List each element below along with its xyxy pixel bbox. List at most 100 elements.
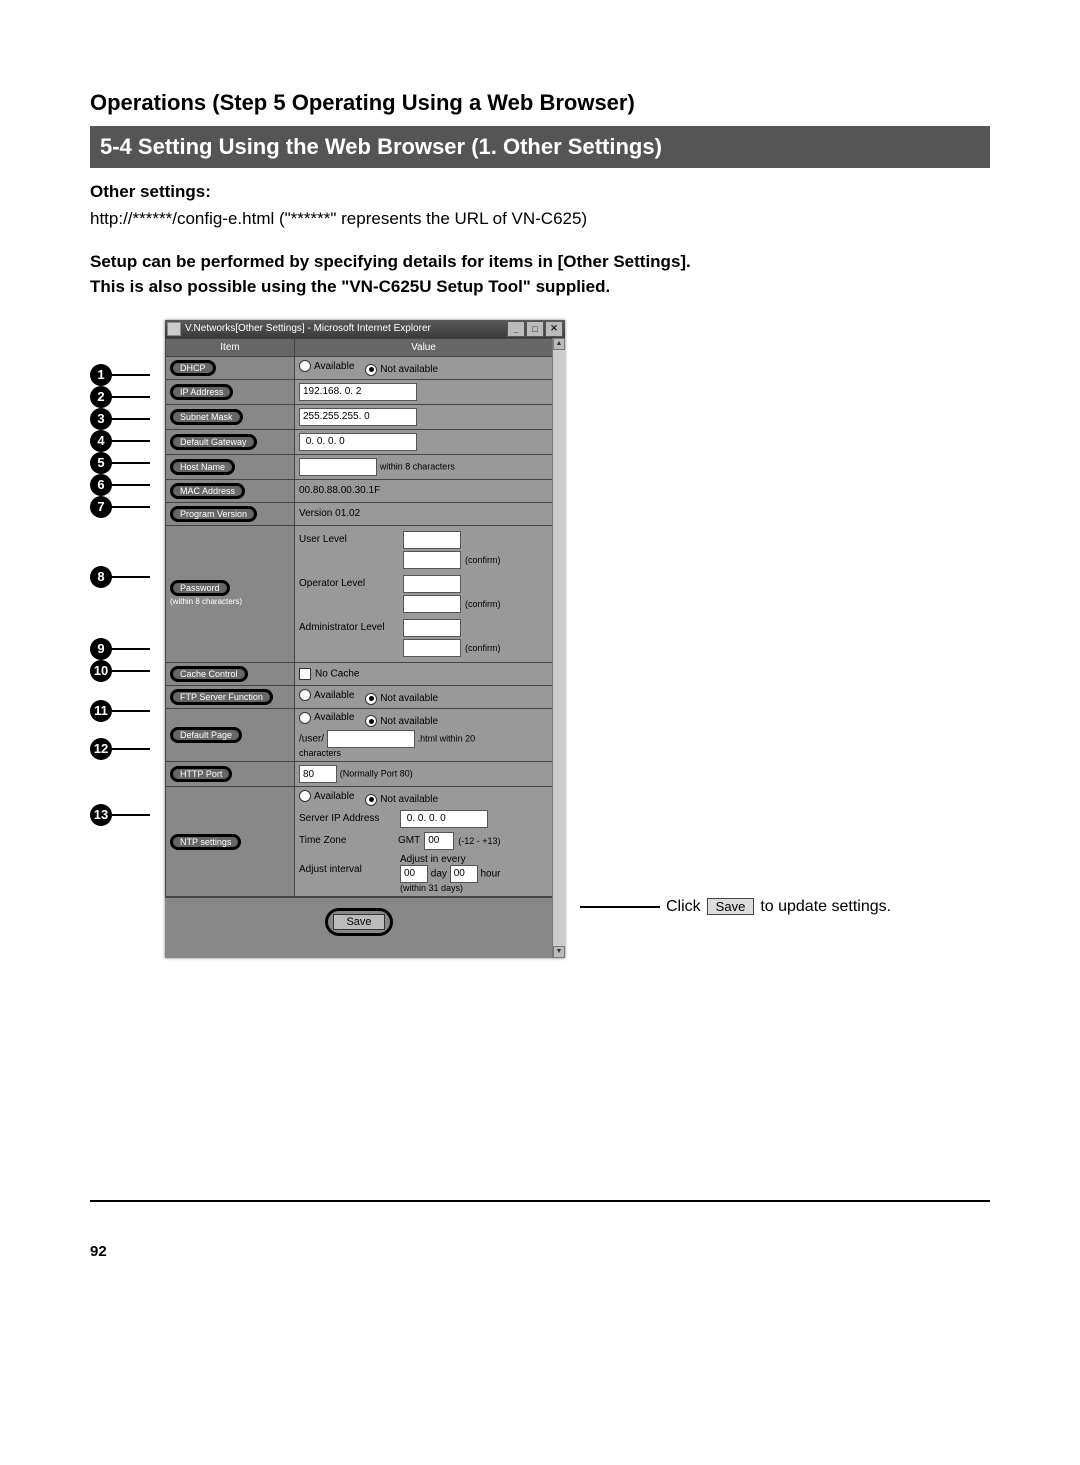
admin-confirm-label: (confirm) — [465, 643, 501, 653]
operator-level-input[interactable] — [403, 575, 461, 593]
url-line: http://******/config-e.html ("******" re… — [90, 208, 990, 231]
save-button-highlight: Save — [325, 908, 392, 936]
th-value: Value — [295, 338, 553, 356]
defp-suffix: .html within 20 — [418, 734, 476, 744]
ntp-gmt-label: GMT — [398, 835, 420, 846]
password-sub: (within 8 characters) — [170, 597, 242, 606]
http-hint: (Normally Port 80) — [340, 769, 413, 779]
note-click: Click — [666, 898, 701, 916]
dhcp-notavailable-radio[interactable]: Not available — [365, 364, 438, 376]
ntp-notavailable-radio[interactable]: Not available — [365, 794, 438, 806]
callout-7: 7 — [90, 496, 112, 518]
ip-input[interactable] — [299, 383, 417, 401]
scrollbar[interactable]: ▲ ▼ — [552, 338, 565, 958]
ntp-hour-input[interactable] — [450, 865, 478, 883]
callout-9: 9 — [90, 638, 112, 660]
label-ftp: FTP Server Function — [170, 689, 273, 705]
other-settings-label: Other settings: — [90, 182, 990, 202]
label-host: Host Name — [170, 459, 235, 475]
label-dhcp: DHCP — [170, 360, 216, 376]
label-password: Password — [170, 580, 230, 596]
callout-5: 5 — [90, 452, 112, 474]
ntp-available-radio[interactable]: Available — [299, 790, 354, 802]
save-area: Save — [165, 897, 553, 958]
ntp-adj-text1: Adjust in every — [400, 854, 500, 865]
label-http: HTTP Port — [170, 766, 232, 782]
close-button[interactable]: ✕ — [545, 321, 563, 337]
defp-input[interactable] — [327, 730, 415, 748]
operator-level-confirm-input[interactable] — [403, 595, 461, 613]
ntp-tz-label: Time Zone — [299, 835, 394, 846]
ntp-within: (within 31 days) — [400, 883, 500, 893]
admin-level-input[interactable] — [403, 619, 461, 637]
host-hint: within 8 characters — [380, 461, 455, 471]
settings-table: Item Value DHCP Available Not available … — [165, 338, 553, 897]
callout-8: 8 — [90, 566, 112, 588]
defp-available-radio[interactable]: Available — [299, 712, 354, 724]
click-note: Click Save to update settings. — [580, 898, 891, 916]
ntp-serverip-label: Server IP Address — [299, 813, 394, 824]
ie-window: V.Networks[Other Settings] - Microsoft I… — [165, 320, 565, 958]
ntp-gmt-range: (-12 - +13) — [458, 836, 500, 846]
callout-2: 2 — [90, 386, 112, 408]
user-level-confirm-input[interactable] — [403, 551, 461, 569]
callout-13: 13 — [90, 804, 112, 826]
label-version: Program Version — [170, 506, 257, 522]
ntp-day-input[interactable] — [400, 865, 428, 883]
callout-4: 4 — [90, 430, 112, 452]
ftp-available-radio[interactable]: Available — [299, 689, 354, 701]
ie-title-text: V.Networks[Other Settings] - Microsoft I… — [185, 323, 507, 334]
callout-10: 10 — [90, 660, 112, 682]
mac-value: 00.80.88.00.30.1F — [299, 485, 380, 496]
ntp-gmt-input[interactable] — [424, 832, 454, 850]
admin-level-confirm-input[interactable] — [403, 639, 461, 657]
user-level-input[interactable] — [403, 531, 461, 549]
subnet-input[interactable] — [299, 408, 417, 426]
operator-confirm-label: (confirm) — [465, 599, 501, 609]
ntp-adj-label: Adjust interval — [299, 854, 394, 875]
maximize-button[interactable]: □ — [526, 321, 544, 337]
row-dhcp-label: DHCP — [166, 356, 295, 379]
scroll-up-icon[interactable]: ▲ — [553, 338, 565, 350]
ie-titlebar: V.Networks[Other Settings] - Microsoft I… — [165, 320, 565, 338]
ftp-notavailable-radio[interactable]: Not available — [365, 693, 438, 705]
ntp-hour-label: hour — [480, 868, 500, 879]
page-number: 92 — [90, 1243, 107, 1260]
row-password-label: Password (within 8 characters) — [166, 525, 295, 662]
scroll-down-icon[interactable]: ▼ — [553, 946, 565, 958]
cache-checkbox[interactable] — [299, 668, 311, 680]
user-level-label: User Level — [299, 534, 399, 545]
label-ip: IP Address — [170, 384, 233, 400]
setup-line-2: This is also possible using the "VN-C625… — [90, 277, 610, 296]
callout-6: 6 — [90, 474, 112, 496]
ntp-day-label: day — [431, 868, 447, 879]
operator-level-label: Operator Level — [299, 578, 399, 589]
callout-1: 1 — [90, 364, 112, 386]
th-item: Item — [166, 338, 295, 356]
minimize-button[interactable]: _ — [507, 321, 525, 337]
save-button[interactable]: Save — [333, 914, 384, 930]
callout-11: 11 — [90, 700, 112, 722]
label-ntp: NTP settings — [170, 834, 241, 850]
defp-characters: characters — [299, 748, 548, 758]
defp-notavailable-radio[interactable]: Not available — [365, 715, 438, 727]
user-confirm-label: (confirm) — [465, 555, 501, 565]
ntp-serverip-input[interactable] — [400, 810, 488, 828]
ie-app-icon — [167, 322, 181, 336]
host-input[interactable] — [299, 458, 377, 476]
label-mac: MAC Address — [170, 483, 245, 499]
label-gateway: Default Gateway — [170, 434, 257, 450]
http-port-input[interactable] — [299, 765, 337, 783]
gateway-input[interactable] — [299, 433, 417, 451]
dhcp-available-radio[interactable]: Available — [299, 360, 354, 372]
setup-paragraph: Setup can be performed by specifying det… — [90, 249, 990, 300]
callout-3: 3 — [90, 408, 112, 430]
setup-line-1: Setup can be performed by specifying det… — [90, 252, 691, 271]
page-heading: Operations (Step 5 Operating Using a Web… — [90, 90, 990, 116]
callout-12: 12 — [90, 738, 112, 760]
defp-prefix: /user/ — [299, 734, 324, 745]
note-rest: to update settings. — [760, 898, 891, 916]
note-save-button: Save — [707, 898, 755, 915]
label-default-page: Default Page — [170, 727, 242, 743]
version-value: Version 01.02 — [299, 508, 360, 519]
